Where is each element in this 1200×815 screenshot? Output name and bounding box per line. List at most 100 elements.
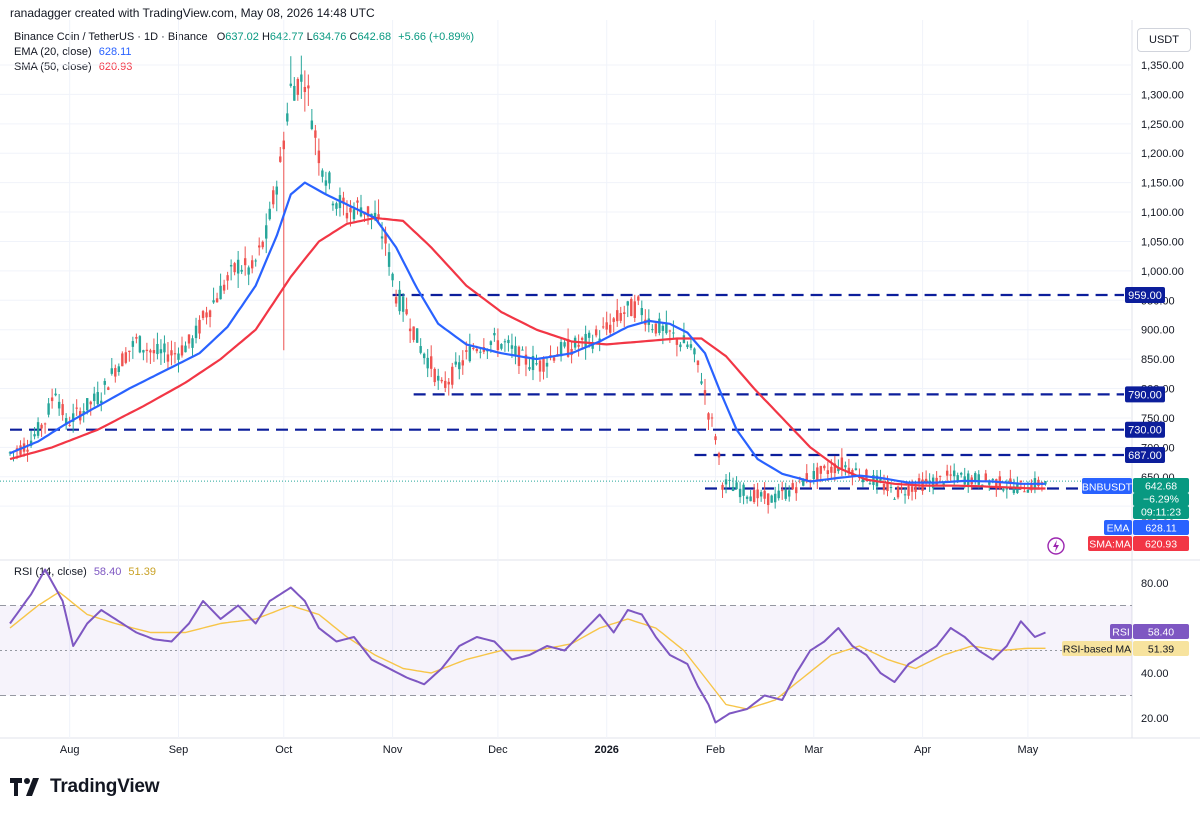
rsi-ma-legend-value: 51.39 — [128, 566, 156, 578]
candle-body — [707, 413, 710, 420]
candle-body — [928, 480, 931, 484]
tradingview-logo[interactable]: TradingView — [10, 776, 160, 798]
level-label-bg — [1125, 386, 1165, 403]
price-badge-bg — [1133, 536, 1189, 551]
candle-body — [907, 486, 910, 496]
candle-body — [524, 354, 528, 365]
candle-body — [36, 422, 40, 436]
candle-body — [359, 207, 363, 217]
level-label-bg — [1125, 447, 1165, 463]
candle-body — [809, 479, 812, 482]
candle-body — [710, 417, 714, 419]
price-tick-label: 1,200.00 — [1141, 148, 1184, 160]
candle-body — [889, 487, 893, 489]
symbol-title[interactable]: Binance Coin / TetherUS · 1D · Binance — [14, 31, 208, 43]
candle-body — [33, 434, 36, 437]
candle-body — [587, 332, 591, 338]
candle-body — [486, 349, 489, 352]
candle-body — [349, 207, 352, 213]
candle-body — [728, 479, 731, 481]
candle-body — [773, 493, 777, 503]
time-tick-label: May — [1018, 744, 1039, 756]
grid — [0, 20, 1200, 739]
level-label-bg — [1125, 287, 1165, 303]
candle-body — [205, 312, 208, 318]
candle-body — [521, 349, 524, 351]
candle-body — [967, 473, 970, 486]
candle-body — [233, 263, 236, 273]
candle-body — [15, 448, 19, 452]
candle-body — [784, 489, 787, 499]
candle-body — [538, 360, 542, 372]
candle-body — [152, 350, 156, 354]
candle-body — [528, 367, 531, 370]
rsi-label: RSI (14, close) — [14, 566, 87, 578]
candle-body — [861, 477, 865, 483]
candle-body — [26, 449, 29, 452]
price-badge-sma: SMA:MA — [1089, 539, 1130, 551]
candle-body — [430, 356, 433, 369]
candle-body — [415, 328, 419, 343]
candle-body — [236, 259, 240, 274]
candle-body — [833, 463, 837, 474]
candle-body — [114, 368, 117, 377]
rsi-badge-bg — [1110, 624, 1132, 639]
candle-body — [489, 341, 493, 345]
candle-body — [886, 482, 889, 492]
candle-body — [366, 206, 370, 217]
rsi-legend[interactable]: RSI (14, close) 58.40 51.39 — [14, 566, 156, 578]
candle-body — [914, 486, 917, 492]
candle-body — [924, 478, 928, 483]
time-tick-label: Sep — [169, 744, 189, 756]
price-tick-label: 750.00 — [1141, 413, 1175, 425]
candle-body — [149, 350, 152, 353]
rsi-badge-bg — [1133, 641, 1189, 656]
candle-body — [763, 490, 766, 499]
price-badge-bg — [1088, 536, 1132, 551]
candle-body — [531, 355, 535, 371]
candle-body — [180, 345, 184, 356]
candle-body — [900, 487, 903, 489]
price-badge-bg — [1082, 478, 1132, 494]
sma-legend[interactable]: SMA (50, close) 620.93 — [14, 60, 132, 74]
candle-body — [1033, 478, 1037, 489]
price-badge-bg — [1133, 506, 1189, 519]
candle-body — [503, 341, 507, 343]
axes: 1,350.00 1,300.00 1,250.00 1,200.00 1,150.00… — [60, 60, 1184, 756]
candle-body — [363, 211, 366, 215]
candle-body — [282, 140, 285, 150]
price-badge-price: −6.29% — [1143, 494, 1179, 506]
candle-body — [823, 465, 826, 469]
candle-body — [117, 366, 121, 372]
candle-body — [89, 401, 92, 405]
candle-body — [658, 318, 661, 333]
candle-body — [440, 379, 443, 382]
candle-body — [559, 342, 563, 357]
candle-body — [103, 380, 106, 385]
price-tick-label: 850.00 — [1141, 354, 1175, 366]
candle-body — [121, 353, 124, 367]
candle-body — [163, 343, 166, 353]
rsi-tick-label: 80.00 — [1141, 578, 1169, 590]
candle-body — [788, 490, 791, 497]
support-resistance-levels — [0, 293, 1132, 490]
rsi-tick-label: 60.00 — [1141, 623, 1169, 635]
candle-body — [479, 351, 482, 353]
candle-body — [598, 338, 601, 342]
price-tick-label: 1,000.00 — [1141, 266, 1184, 278]
high-label: H — [261, 31, 270, 43]
candle-body — [159, 349, 163, 354]
candle-body — [661, 325, 665, 331]
candle-body — [328, 172, 331, 184]
candle-body — [935, 477, 938, 487]
candle-body — [184, 345, 187, 353]
price-tick-label: 1,300.00 — [1141, 89, 1184, 101]
candle-body — [1040, 482, 1044, 486]
candle-body — [68, 424, 71, 426]
candle-body — [812, 470, 815, 480]
price-tick-label: 800.00 — [1141, 384, 1175, 396]
currency-selector[interactable]: USDT — [1137, 28, 1191, 52]
candle-body — [444, 380, 447, 388]
sma-label: SMA (50, close) — [14, 61, 92, 73]
ema-legend[interactable]: EMA (20, close) 628.11 — [14, 45, 132, 59]
